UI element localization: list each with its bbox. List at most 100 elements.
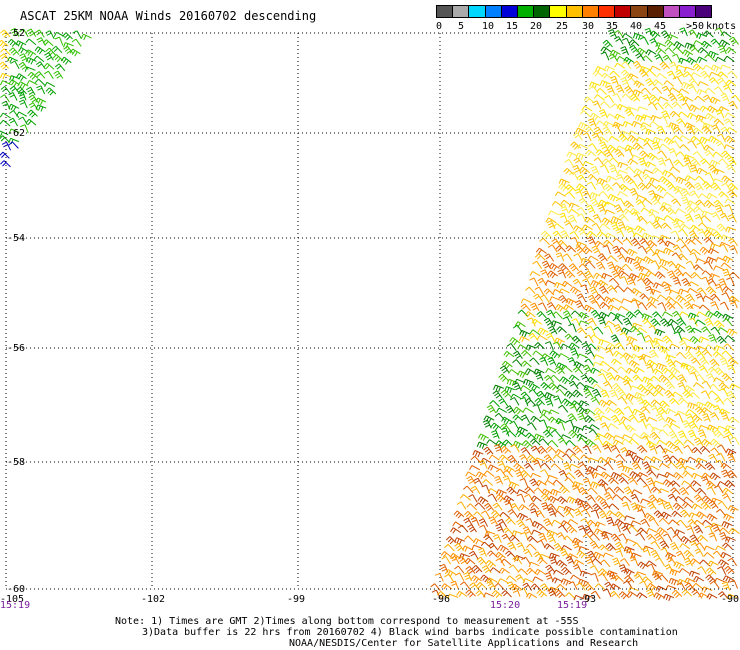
wind-barb — [587, 525, 594, 534]
wind-barb — [625, 208, 634, 215]
wind-barb-flag — [614, 547, 620, 551]
wind-barb-flag — [686, 84, 689, 90]
wind-barb — [24, 124, 29, 134]
wind-barb-flag — [612, 226, 618, 230]
wind-barb-flag — [690, 368, 695, 373]
wind-barb-flag — [594, 240, 599, 246]
wind-barb — [643, 432, 652, 439]
wind-barb-flag — [661, 222, 666, 227]
wind-barb-flag — [725, 46, 730, 52]
wind-barb — [590, 255, 599, 262]
wind-barb-flag — [36, 37, 42, 41]
wind-barb-flag — [592, 281, 597, 287]
wind-barb-flag — [702, 94, 708, 99]
wind-barb-flag — [682, 198, 688, 202]
wind-barb — [664, 448, 674, 454]
wind-barb — [562, 263, 569, 271]
wind-barb-flag — [616, 209, 622, 213]
wind-barb — [603, 109, 608, 118]
wind-barb — [694, 272, 702, 280]
wind-barb-flag — [27, 120, 32, 126]
wind-barb — [505, 427, 510, 437]
wind-barb — [694, 158, 701, 167]
wind-barb — [46, 39, 54, 47]
wind-barb — [1, 39, 9, 47]
wind-barb-flag — [651, 235, 654, 241]
wind-barb — [655, 368, 664, 375]
wind-barb — [624, 33, 633, 39]
wind-barb — [699, 542, 706, 551]
wind-barb-flag — [592, 193, 595, 199]
wind-barb-flag — [525, 380, 529, 386]
wind-barb-flag — [604, 201, 608, 207]
wind-barb — [727, 435, 732, 445]
wind-barb — [637, 114, 646, 119]
wind-barb-flag — [637, 347, 641, 353]
wind-barb — [14, 60, 20, 70]
wind-barb-flag — [457, 514, 462, 519]
wind-barb-flag — [708, 135, 712, 141]
wind-barb-flag — [558, 328, 563, 333]
wind-barb — [564, 230, 570, 239]
wind-barb — [719, 109, 725, 119]
wind-barb — [487, 446, 494, 455]
wind-barb-flag — [477, 496, 482, 502]
wind-barb-flag — [632, 33, 636, 39]
wind-barb-flag — [627, 204, 632, 209]
wind-barb-flag — [670, 97, 676, 102]
wind-barb-flag — [659, 115, 665, 119]
wind-barb-flag — [712, 550, 718, 555]
wind-barb — [601, 479, 609, 486]
wind-barb — [83, 33, 92, 39]
wind-barb-flag — [721, 521, 725, 527]
wind-barb-flag — [476, 556, 481, 561]
wind-barb — [680, 111, 689, 118]
wind-barb-flag — [689, 520, 694, 525]
wind-barb — [636, 168, 645, 174]
wind-barb — [472, 494, 478, 503]
wind-barb-flag — [546, 220, 552, 224]
wind-barb-flag — [556, 505, 560, 511]
wind-barb-flag — [626, 227, 632, 231]
wind-barb-flag — [540, 359, 546, 363]
wind-barb — [632, 385, 641, 390]
wind-barb — [681, 382, 687, 391]
wind-barb — [700, 142, 706, 151]
wind-barb-flag — [605, 399, 610, 405]
wind-barb-flag — [25, 38, 30, 44]
wind-barb — [484, 541, 492, 549]
wind-barb-flag — [502, 425, 507, 430]
wind-barb-flag — [470, 553, 476, 557]
wind-barb-flag — [706, 464, 711, 469]
wind-barb-flag — [635, 368, 640, 374]
wind-barb-flag — [561, 208, 567, 212]
wind-barb-flag — [577, 502, 583, 506]
wind-barb-flag — [675, 441, 681, 446]
wind-barb — [590, 204, 596, 214]
wind-barb-flag — [28, 91, 34, 95]
wind-barb — [612, 29, 617, 38]
wind-barb-flag — [479, 550, 485, 554]
wind-barb-flag — [613, 385, 619, 390]
wind-barb-flag — [529, 508, 535, 511]
wind-barb-flag — [698, 336, 702, 342]
wind-barb-flag — [24, 66, 28, 72]
wind-barb-flag — [706, 513, 711, 519]
wind-barb — [719, 140, 726, 149]
wind-barb-flag — [612, 317, 617, 322]
wind-barb-flag — [723, 544, 729, 549]
wind-barb — [595, 70, 604, 77]
wind-barb — [591, 143, 599, 152]
wind-barb-flag — [723, 235, 727, 241]
wind-barb-flag — [684, 539, 689, 545]
wind-barb-flag — [563, 464, 569, 468]
wind-barb — [515, 414, 524, 422]
wind-barb-flag — [640, 162, 646, 166]
wind-barb-flag — [695, 373, 700, 378]
wind-barb-flag — [655, 225, 660, 229]
wind-barb-flag — [659, 259, 662, 265]
wind-barb-flag — [45, 54, 51, 59]
wind-barb-flag — [632, 89, 636, 95]
wind-barb — [547, 280, 557, 285]
wind-barb — [709, 172, 714, 182]
